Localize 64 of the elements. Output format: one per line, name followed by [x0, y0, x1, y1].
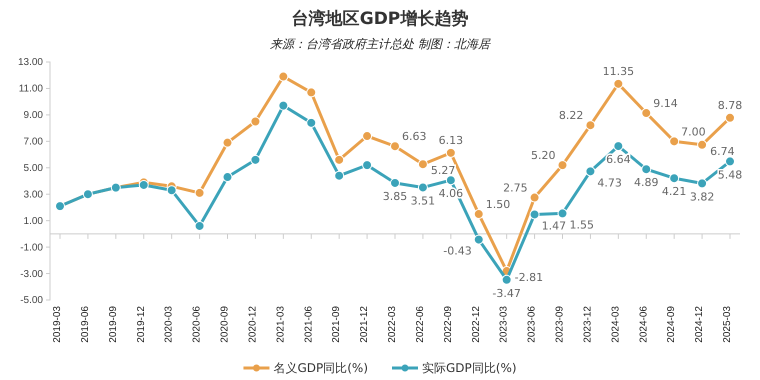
- x-tick-label: 2024-12: [694, 306, 706, 343]
- data-label: 6.63: [402, 130, 426, 144]
- x-tick-label: 2020-06: [192, 306, 203, 343]
- x-tick-label: 2023-06: [526, 306, 538, 343]
- y-tick-label: 1.00: [24, 216, 44, 227]
- x-tick-label: 2025-03: [722, 306, 733, 343]
- data-label: 3.51: [410, 194, 436, 208]
- data-label: -3.47: [492, 286, 521, 300]
- x-tick-label: 2019-12: [136, 306, 147, 343]
- x-tick-label: 2019-06: [80, 306, 91, 343]
- x-tick-label: 2020-03: [164, 306, 175, 343]
- data-label: 6.64: [606, 153, 631, 166]
- x-tick-label: 2024-06: [638, 306, 650, 343]
- x-tick-label: 2022-12: [470, 306, 482, 343]
- data-label: 11.35: [602, 64, 634, 78]
- x-tick-label: 2024-03: [610, 306, 622, 343]
- data-label: 8.22: [558, 109, 584, 122]
- y-tick-label: -5.00: [20, 295, 44, 306]
- x-tick-label: 2021-12: [359, 306, 370, 343]
- y-tick-label: -3.00: [20, 268, 44, 280]
- data-label: 6.74: [710, 144, 735, 158]
- legend-label: 名义GDP同比(%): [273, 361, 368, 376]
- data-label: 1.50: [486, 198, 510, 212]
- x-tick-label: 2020-12: [247, 306, 258, 343]
- chart-subtitle: 来源：台湾省政府主计总处 制图：北海居: [270, 37, 491, 51]
- data-label: 8.78: [718, 98, 742, 112]
- x-tick-label: 2020-09: [220, 306, 230, 343]
- data-label: 2.75: [503, 182, 528, 195]
- data-label: 1.47: [542, 219, 566, 232]
- data-label: 9.14: [653, 97, 678, 110]
- data-label: 4.89: [634, 176, 658, 190]
- data-label: 4.21: [662, 185, 686, 198]
- y-tick-label: 9.00: [24, 110, 44, 122]
- x-tick-label: 2021-06: [303, 306, 314, 343]
- x-tick-label: 2023-09: [554, 306, 566, 343]
- y-tick-label: 7.00: [24, 136, 44, 148]
- y-tick-label: -1.00: [20, 242, 44, 254]
- x-tick-label: 2021-03: [275, 306, 286, 343]
- x-tick-label: 2021-09: [331, 306, 342, 343]
- data-label: -0.43: [443, 244, 472, 258]
- data-label: 1.55: [570, 218, 594, 232]
- data-label: 4.73: [597, 176, 622, 190]
- x-tick-label: 2022-09: [442, 306, 454, 343]
- x-tick-label: 2019-09: [108, 306, 119, 343]
- data-label: 3.82: [690, 190, 714, 204]
- legend-label: 实际GDP同比(%): [422, 361, 517, 376]
- x-tick-label: 2023-12: [582, 306, 594, 343]
- data-label: 5.48: [718, 168, 742, 182]
- y-tick-label: 3.00: [24, 189, 44, 200]
- data-label: 7.00: [681, 125, 706, 138]
- y-tick-label: 13.00: [18, 57, 44, 68]
- x-tick-label: 2019-03: [52, 306, 63, 343]
- x-tick-label: 2024-09: [666, 306, 678, 343]
- data-label: 3.85: [382, 190, 408, 203]
- y-tick-label: 5.00: [24, 162, 44, 174]
- data-label: 6.13: [438, 134, 464, 147]
- data-label: 5.20: [531, 149, 556, 162]
- x-tick-label: 2022-06: [414, 306, 426, 343]
- x-tick-label: 2022-03: [387, 306, 398, 343]
- data-label: -2.81: [514, 271, 544, 284]
- y-tick-label: 11.00: [18, 84, 44, 95]
- data-label: 5.27: [430, 164, 456, 178]
- x-tick-label: 2023-03: [498, 306, 510, 343]
- chart-title: 台湾地区GDP增长趋势: [292, 9, 468, 29]
